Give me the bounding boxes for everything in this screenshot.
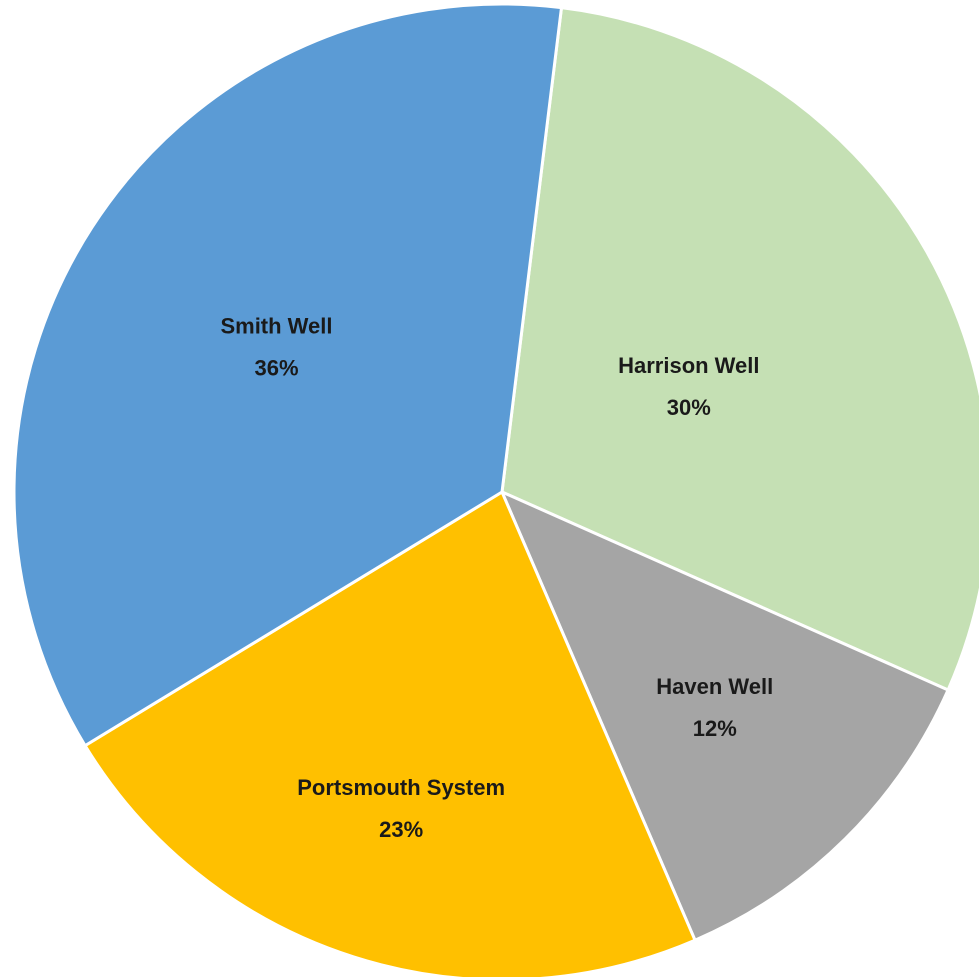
slice-percent-haven-well: 12%	[693, 716, 737, 741]
pie-slices	[12, 2, 979, 977]
slice-smith-well	[12, 2, 563, 748]
slice-percent-harrison-well: 30%	[667, 395, 711, 420]
slice-haven-well	[500, 490, 950, 942]
slice-label-haven-well: Haven Well	[656, 674, 773, 699]
pie-labels: Harrison Well 30% Haven Well 12% Portsmouth …	[220, 313, 773, 842]
slice-label-portsmouth-system: Portsmouth System	[297, 775, 505, 800]
slice-label-harrison-well: Harrison Well	[618, 353, 759, 378]
slice-label-smith-well: Smith Well	[220, 313, 332, 338]
slice-harrison-well	[500, 6, 979, 692]
slice-percent-portsmouth-system: 23%	[379, 817, 423, 842]
slice-portsmouth-system	[83, 490, 697, 977]
slice-percent-smith-well: 36%	[254, 355, 298, 380]
